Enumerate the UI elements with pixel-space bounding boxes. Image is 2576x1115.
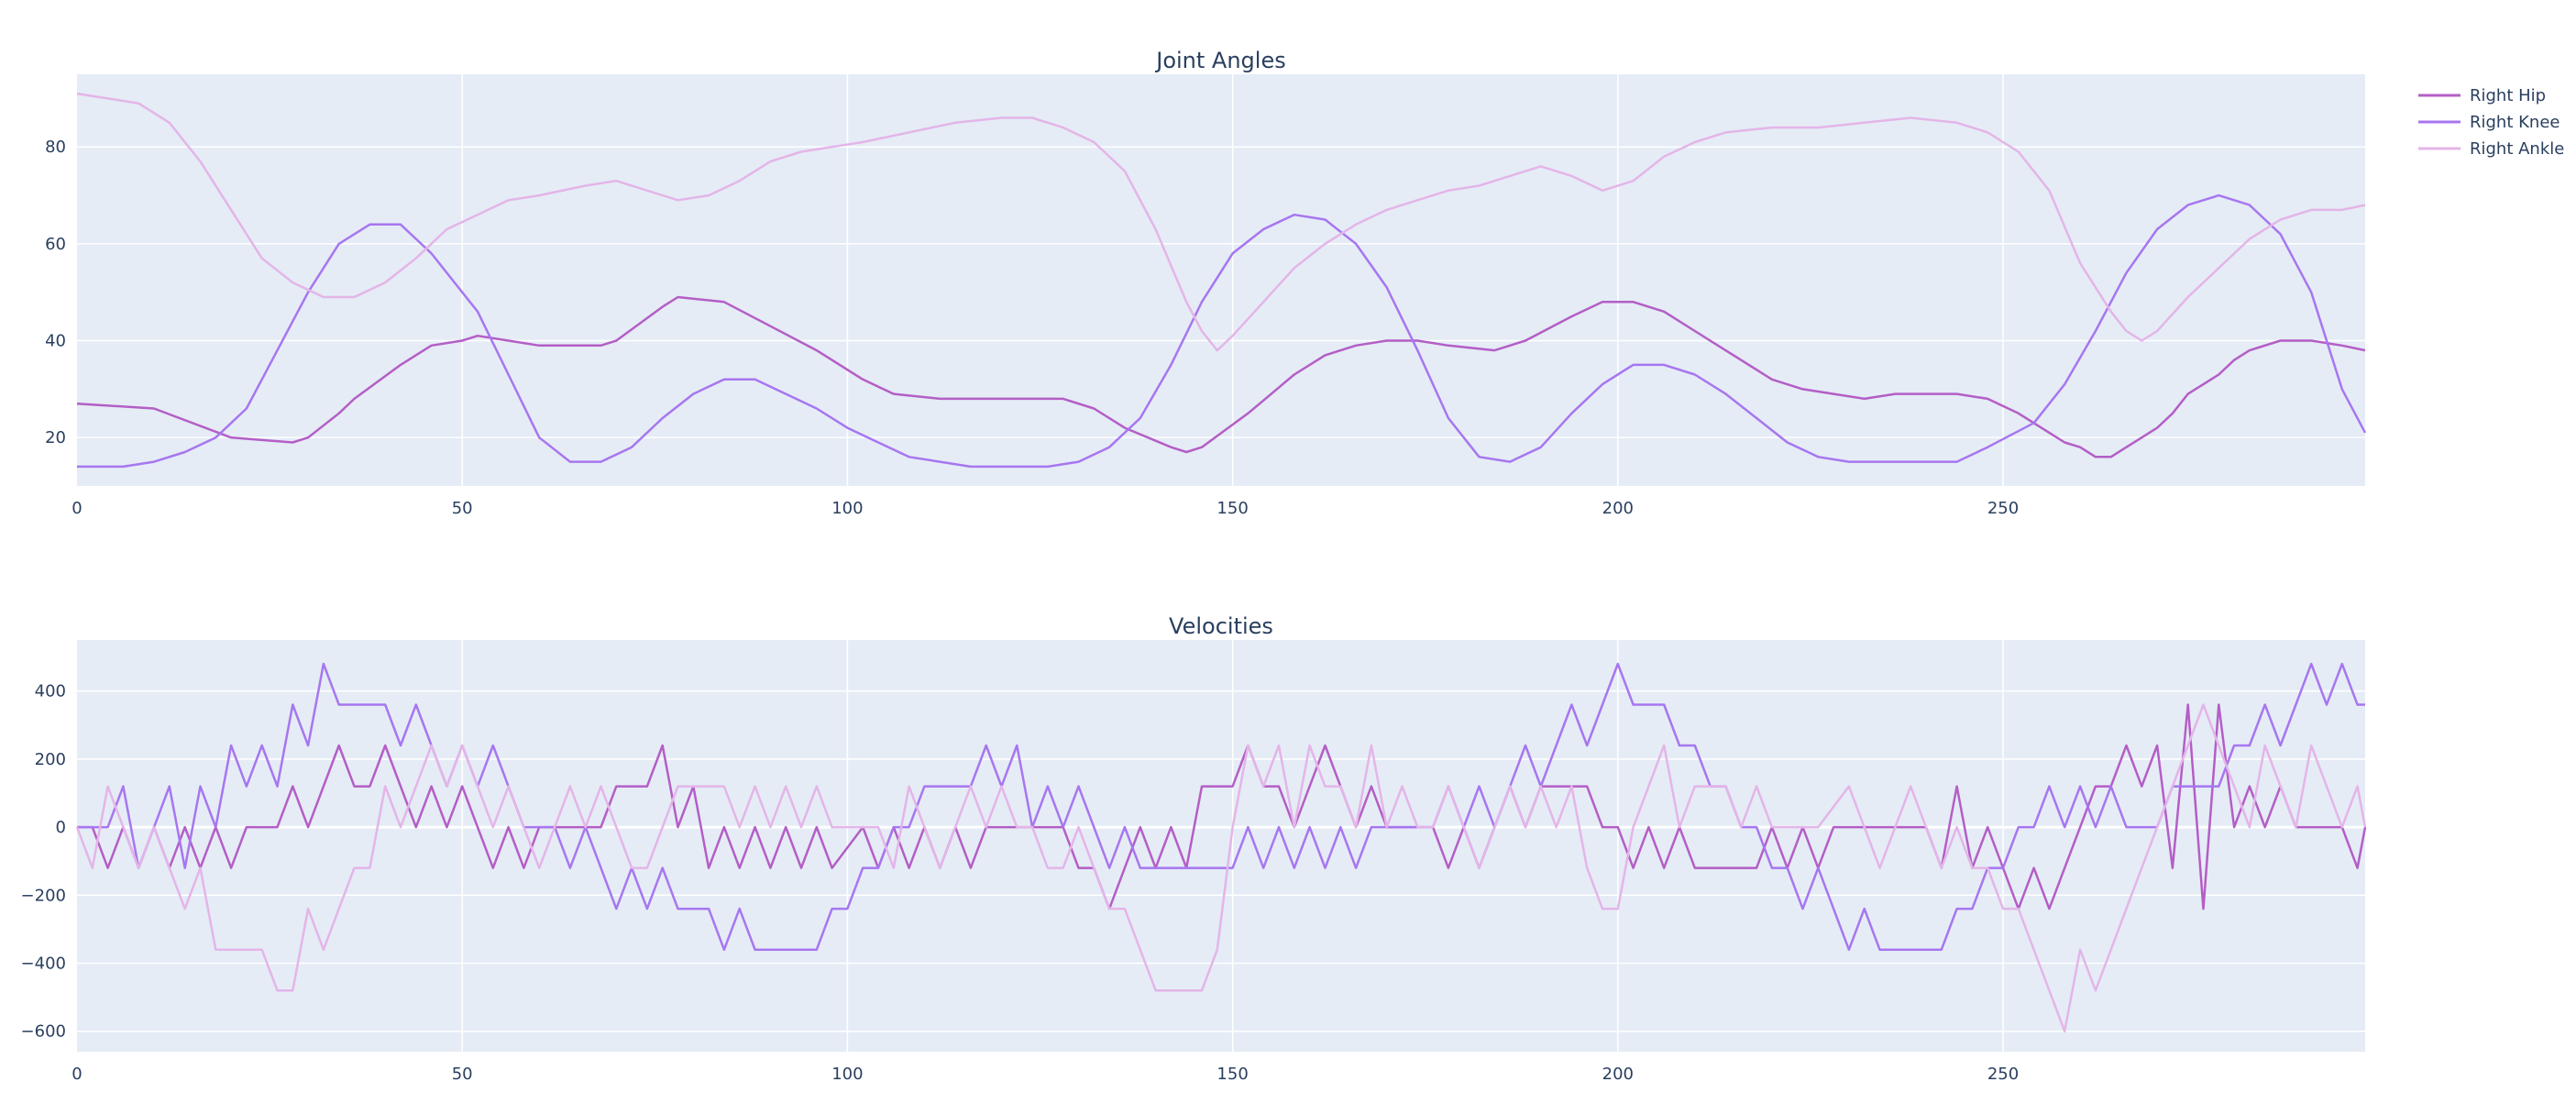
- y-tick-label: 200: [35, 750, 66, 769]
- y-tick-label: 80: [45, 138, 66, 157]
- legend-item-right-hip[interactable]: Right Hip: [2418, 86, 2546, 105]
- x-tick-label: 0: [72, 1065, 82, 1084]
- y-tick-label: −200: [21, 886, 66, 905]
- y-tick-label: 0: [56, 818, 66, 837]
- x-tick-label: 150: [1216, 499, 1248, 518]
- joint-angles-panel: 0 50 100 150 200 250 20 40 60 80 Joint Angles: [45, 48, 2367, 518]
- x-tick-label: 0: [72, 499, 82, 518]
- series-line-right-hip: [77, 703, 2367, 911]
- y-tick-label: 40: [45, 332, 66, 351]
- legend-item-right-ankle[interactable]: Right Ankle: [2418, 139, 2564, 159]
- x-tick-label: 250: [1987, 499, 2019, 518]
- legend-label-right-knee: Right Knee: [2470, 113, 2559, 132]
- series-line-right-ankle: [75, 703, 2367, 1032]
- y-tick-label: 400: [35, 682, 66, 701]
- joint-angles-y-ticks: 20 40 60 80: [45, 138, 66, 447]
- y-tick-label: 60: [45, 235, 66, 254]
- x-tick-label: 50: [452, 499, 473, 518]
- velocities-series: [75, 662, 2367, 1032]
- y-tick-label: 20: [45, 428, 66, 447]
- velocities-plot-area: [77, 640, 2365, 1052]
- joint-angles-x-ticks: 0 50 100 150 200 250: [72, 499, 2019, 518]
- x-tick-label: 200: [1602, 1065, 1634, 1084]
- y-tick-label: −400: [21, 955, 66, 974]
- series-line-right-knee: [77, 193, 2367, 469]
- velocities-panel: 0 50 100 150 200 250 −600 −400 −200 0 200 400 Velo…: [21, 613, 2367, 1084]
- velocities-y-ticks: −600 −400 −200 0 200 400: [21, 682, 66, 1042]
- legend-item-right-knee[interactable]: Right Knee: [2418, 113, 2559, 132]
- y-tick-label: −600: [21, 1022, 66, 1042]
- legend-label-right-hip: Right Hip: [2470, 86, 2546, 105]
- legend-label-right-ankle: Right Ankle: [2470, 139, 2564, 159]
- legend[interactable]: Right Hip Right Knee Right Ankle: [2418, 86, 2564, 159]
- x-tick-label: 250: [1987, 1065, 2019, 1084]
- x-tick-label: 200: [1602, 499, 1634, 518]
- series-line-right-hip: [76, 295, 2366, 458]
- x-tick-label: 100: [831, 499, 863, 518]
- joint-angles-title: Joint Angles: [1154, 48, 1285, 73]
- series-line-right-ankle: [76, 92, 2366, 352]
- series-line-right-knee: [77, 662, 2365, 951]
- x-tick-label: 100: [831, 1065, 863, 1084]
- x-tick-label: 50: [452, 1065, 473, 1084]
- joint-angles-plot-area: [77, 74, 2365, 486]
- joint-angles-series: [76, 92, 2367, 469]
- velocities-title: Velocities: [1169, 613, 1273, 639]
- x-tick-label: 150: [1216, 1065, 1248, 1084]
- velocities-x-ticks: 0 50 100 150 200 250: [72, 1065, 2019, 1084]
